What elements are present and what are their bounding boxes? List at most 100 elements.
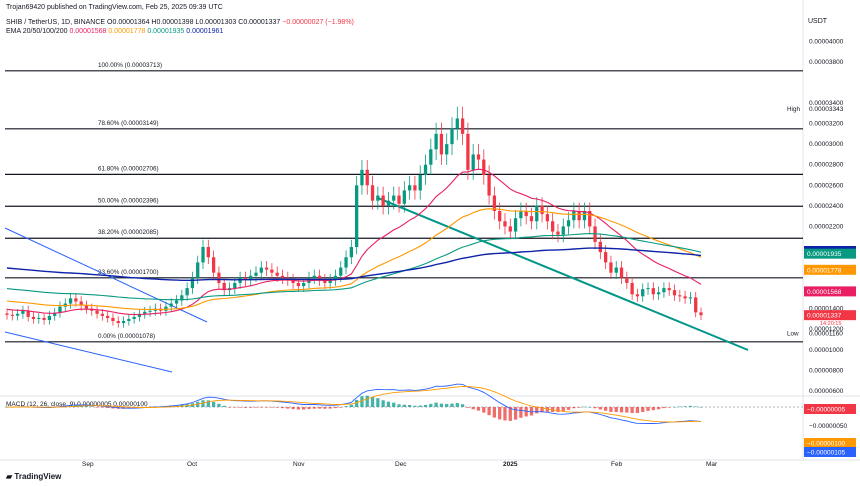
candle-body — [180, 295, 184, 301]
low-marker-label: Low — [787, 330, 799, 337]
macd-histogram-bar — [619, 407, 624, 413]
candle-body — [275, 272, 279, 276]
candle-body — [561, 226, 565, 235]
ema100-value: 0.00001935 — [147, 28, 185, 35]
candle-body — [185, 288, 189, 296]
candle-body — [344, 257, 348, 268]
candle-body — [10, 314, 14, 316]
macd-histogram-bar — [217, 403, 221, 407]
macd-histogram-bar — [397, 404, 401, 407]
candle-body — [609, 262, 613, 273]
symbol-label: SHIB / TetherUS, 1D, BINANCE — [6, 19, 106, 26]
macd-histogram-bar — [106, 407, 110, 408]
candle-body — [291, 279, 295, 283]
macd-histogram-bar — [683, 406, 687, 407]
ema-legend[interactable]: EMA 20/50/100/200 0.00001568 0.00001778 … — [6, 27, 223, 36]
macd-histogram-bar — [667, 407, 671, 408]
tradingview-logo[interactable]: ▰ TradingView — [6, 472, 61, 481]
macd-histogram-bar — [460, 404, 465, 407]
candle-body — [280, 275, 285, 278]
macd-histogram-bar — [381, 400, 385, 407]
candle-body — [619, 267, 624, 278]
macd-histogram-bar — [339, 407, 343, 408]
macd-histogram-bar — [429, 403, 433, 407]
fib-level-label: 23.60% (0.00001700) — [98, 269, 159, 276]
trendline-green — [377, 197, 749, 351]
candle-body — [476, 154, 481, 160]
time-axis-label: Mar — [706, 461, 718, 468]
macd-histogram-bar — [100, 407, 105, 408]
macd-histogram-bar — [656, 407, 661, 410]
macd-histogram-bar — [492, 407, 497, 418]
ohlc-change: −0.00000027 (−1.98%) — [282, 19, 354, 26]
ema-label: EMA 20/50/100/200 — [6, 28, 68, 35]
ema200-line — [6, 247, 702, 281]
macd-histogram-bar — [286, 407, 290, 409]
candle-body — [540, 205, 544, 215]
candle-body — [376, 195, 380, 201]
macd-histogram-bar — [566, 407, 571, 410]
macd-histogram-bar — [392, 402, 396, 407]
macd-histogram-bar — [222, 405, 226, 407]
macd-histogram-bar — [646, 407, 650, 411]
macd-histogram-bar — [529, 407, 534, 416]
candle-body — [349, 246, 353, 258]
macd-histogram-bar — [487, 407, 491, 416]
symbol-legend[interactable]: SHIB / TetherUS, 1D, BINANCE O0.00001364… — [6, 18, 354, 27]
macd-histogram-bar — [280, 407, 285, 409]
macd-histogram-bar — [317, 407, 322, 409]
countdown-label: 14:20:15 — [820, 321, 841, 327]
candle-body — [53, 312, 57, 316]
price-tag — [804, 310, 856, 321]
candle-body — [42, 317, 46, 320]
candle-body — [519, 210, 523, 219]
candle-body — [566, 220, 571, 227]
macd-histogram-bar — [662, 407, 666, 409]
candle-body — [79, 301, 83, 306]
candle-body — [582, 210, 587, 221]
price-axis-label: 0.00003800 — [809, 59, 844, 66]
macd-histogram-bar — [476, 407, 481, 411]
macd-price-tag — [804, 447, 856, 457]
macd-histogram-bar — [593, 407, 597, 409]
candle-body — [111, 317, 115, 322]
candle-body — [503, 221, 507, 227]
candle-body — [588, 210, 592, 227]
candle-body — [259, 267, 263, 273]
macd-histogram-bar — [370, 397, 375, 407]
macd-histogram-bar — [211, 401, 216, 407]
macd-histogram-bar — [328, 407, 332, 409]
candle-body — [116, 321, 120, 324]
logo-icon: ▰ — [6, 472, 13, 481]
candle-body — [418, 174, 422, 191]
macd-histogram-bar — [407, 404, 412, 407]
candle-body — [572, 210, 576, 221]
macd-price-tag — [804, 438, 856, 448]
macd-histogram-bar — [519, 407, 523, 418]
candle-body — [699, 312, 703, 316]
macd-histogram-bar — [445, 403, 449, 407]
macd-price-tag-label: −0.00000105 — [807, 450, 846, 457]
candle-body — [423, 164, 428, 175]
candle-body — [513, 218, 518, 232]
macd-histogram-bar — [694, 406, 698, 408]
candle-body — [429, 149, 433, 165]
candle-body — [217, 272, 221, 283]
macd-histogram-bar — [201, 400, 205, 407]
currency-label: USDT — [808, 18, 828, 25]
ema20-line — [6, 168, 702, 316]
macd-histogram-bar — [678, 406, 682, 408]
candle-body — [614, 267, 618, 273]
macd-histogram-bar — [259, 407, 263, 408]
ema100-line — [6, 233, 702, 301]
macd-price-tag-label: −0.00000005 — [807, 407, 846, 414]
candle-body — [211, 257, 216, 273]
macd-histogram-bar — [307, 407, 311, 410]
time-axis-label: Dec — [395, 461, 407, 468]
candle-body — [482, 159, 486, 175]
macd-histogram-bar — [508, 407, 512, 421]
macd-histogram-bar — [577, 407, 581, 408]
fib-level-label: 100.00% (0.00003713) — [98, 62, 162, 69]
candle-body — [672, 290, 677, 296]
